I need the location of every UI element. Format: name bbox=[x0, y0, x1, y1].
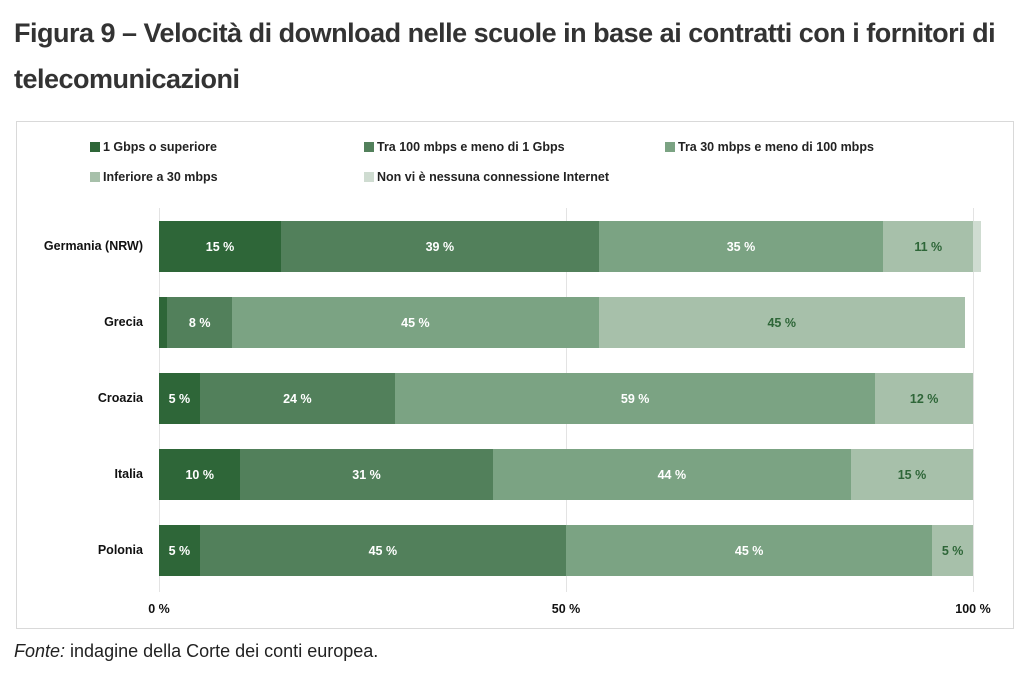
category-label: Italia bbox=[114, 466, 144, 481]
data-label: 8 % bbox=[188, 315, 211, 330]
bar-segment: 8 % bbox=[167, 297, 233, 348]
source-text: indagine della Corte dei conti europea. bbox=[65, 641, 379, 661]
legend-label: Tra 30 mbps e meno di 100 mbps bbox=[678, 140, 874, 154]
data-label: 45 % bbox=[401, 315, 430, 330]
legend-label: Tra 100 mbps e meno di 1 Gbps bbox=[377, 140, 565, 154]
bar-segment: 44 % bbox=[492, 449, 851, 500]
data-label: 45 % bbox=[734, 543, 764, 558]
data-label: 11 % bbox=[914, 239, 943, 254]
source-note: Fonte: indagine della Corte dei conti eu… bbox=[14, 641, 378, 662]
category-label: Germania (NRW) bbox=[43, 238, 143, 253]
category-label: Grecia bbox=[104, 314, 143, 329]
legend-item: Inferiore a 30 mbps bbox=[90, 170, 218, 184]
bar-segment bbox=[973, 221, 982, 272]
bar-segment: 12 % bbox=[875, 373, 973, 424]
legend-item: 1 Gbps o superiore bbox=[90, 140, 217, 154]
bar-segment: 45 % bbox=[199, 525, 566, 576]
legend-swatch bbox=[90, 142, 100, 152]
data-label: 5 % bbox=[168, 391, 191, 406]
data-label: 24 % bbox=[283, 391, 312, 406]
legend-item: Tra 100 mbps e meno di 1 Gbps bbox=[364, 140, 565, 154]
data-label: 5 % bbox=[168, 543, 191, 558]
bar-segment: 5 % bbox=[159, 525, 200, 576]
data-label: 15 % bbox=[897, 467, 927, 482]
data-label: 35 % bbox=[726, 239, 756, 254]
bar-segment: 24 % bbox=[199, 373, 396, 424]
bar-segment: 10 % bbox=[159, 449, 241, 500]
chart-title: Figura 9 – Velocità di download nelle sc… bbox=[14, 18, 996, 94]
data-label: 45 % bbox=[767, 315, 796, 330]
bar-segment: 11 % bbox=[883, 221, 973, 272]
bar-segment: 31 % bbox=[240, 449, 493, 500]
data-label: 15 % bbox=[205, 239, 235, 254]
gridline bbox=[973, 208, 974, 592]
data-label: 12 % bbox=[909, 391, 939, 406]
legend-swatch bbox=[665, 142, 675, 152]
chart-frame bbox=[16, 121, 1014, 629]
legend-swatch bbox=[364, 142, 374, 152]
bar-segment: 15 % bbox=[159, 221, 282, 272]
legend-swatch bbox=[364, 172, 374, 182]
bar-segment: 5 % bbox=[159, 373, 200, 424]
category-label: Croazia bbox=[97, 390, 143, 405]
bar-segment: 15 % bbox=[850, 449, 973, 500]
category-label: Polonia bbox=[97, 542, 143, 557]
data-label: 5 % bbox=[941, 543, 964, 558]
data-label: 39 % bbox=[425, 239, 455, 254]
legend-item: Tra 30 mbps e meno di 100 mbps bbox=[665, 140, 874, 154]
bar-segment: 45 % bbox=[232, 297, 599, 348]
bar-segment: 59 % bbox=[395, 373, 876, 424]
data-label: 45 % bbox=[368, 543, 398, 558]
data-label: 44 % bbox=[657, 467, 687, 482]
bar-segment: 45 % bbox=[566, 525, 933, 576]
bar-segment: 5 % bbox=[932, 525, 973, 576]
x-tick-label: 100 % bbox=[955, 602, 991, 616]
bar-segment bbox=[159, 297, 168, 348]
data-label: 59 % bbox=[620, 391, 650, 406]
legend-swatch bbox=[90, 172, 100, 182]
legend-label: Inferiore a 30 mbps bbox=[103, 170, 218, 184]
legend-label: 1 Gbps o superiore bbox=[103, 140, 217, 154]
legend-item: Non vi è nessuna connessione Internet bbox=[364, 170, 609, 184]
data-label: 10 % bbox=[185, 467, 214, 482]
legend-label: Non vi è nessuna connessione Internet bbox=[377, 170, 610, 184]
data-label: 31 % bbox=[352, 467, 381, 482]
bar-segment: 39 % bbox=[281, 221, 599, 272]
x-tick-label: 0 % bbox=[148, 602, 170, 616]
bar-segment: 35 % bbox=[598, 221, 884, 272]
source-prefix: Fonte: bbox=[14, 641, 66, 661]
x-tick-label: 50 % bbox=[551, 602, 581, 616]
bar-segment: 45 % bbox=[598, 297, 965, 348]
